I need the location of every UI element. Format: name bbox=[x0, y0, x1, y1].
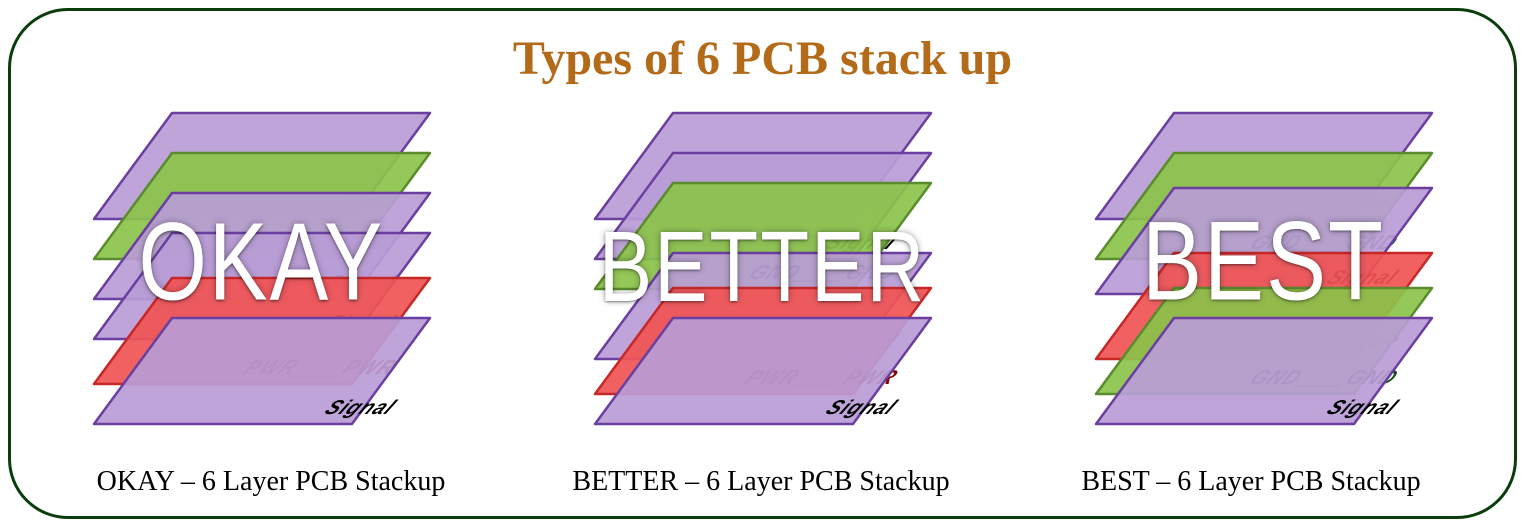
caption-best: BEST – 6 Layer PCB Stackup bbox=[1011, 466, 1491, 498]
stack-okay: Signal GND____GND Signal Signal PWR____P… bbox=[27, 111, 497, 451]
layer-plate-signal: Signal bbox=[593, 316, 933, 426]
caption-okay: OKAY – 6 Layer PCB Stackup bbox=[31, 466, 511, 498]
stack-better: Signal Signal GND____GND Signal PWR____P… bbox=[528, 111, 998, 451]
stack-row: Signal GND____GND Signal Signal PWR____P… bbox=[11, 111, 1514, 451]
diagram-frame: Types of 6 PCB stack up Signal GND____GN… bbox=[8, 8, 1517, 519]
layer-plate-signal: Signal bbox=[1094, 316, 1434, 426]
caption-better: BETTER – 6 Layer PCB Stackup bbox=[521, 466, 1001, 498]
diagram-title: Types of 6 PCB stack up bbox=[11, 31, 1514, 86]
layer-plate-signal: Signal bbox=[92, 316, 432, 426]
stack-best: Signal GND____GND Signal PWR____PWR GND_… bbox=[1029, 111, 1499, 451]
